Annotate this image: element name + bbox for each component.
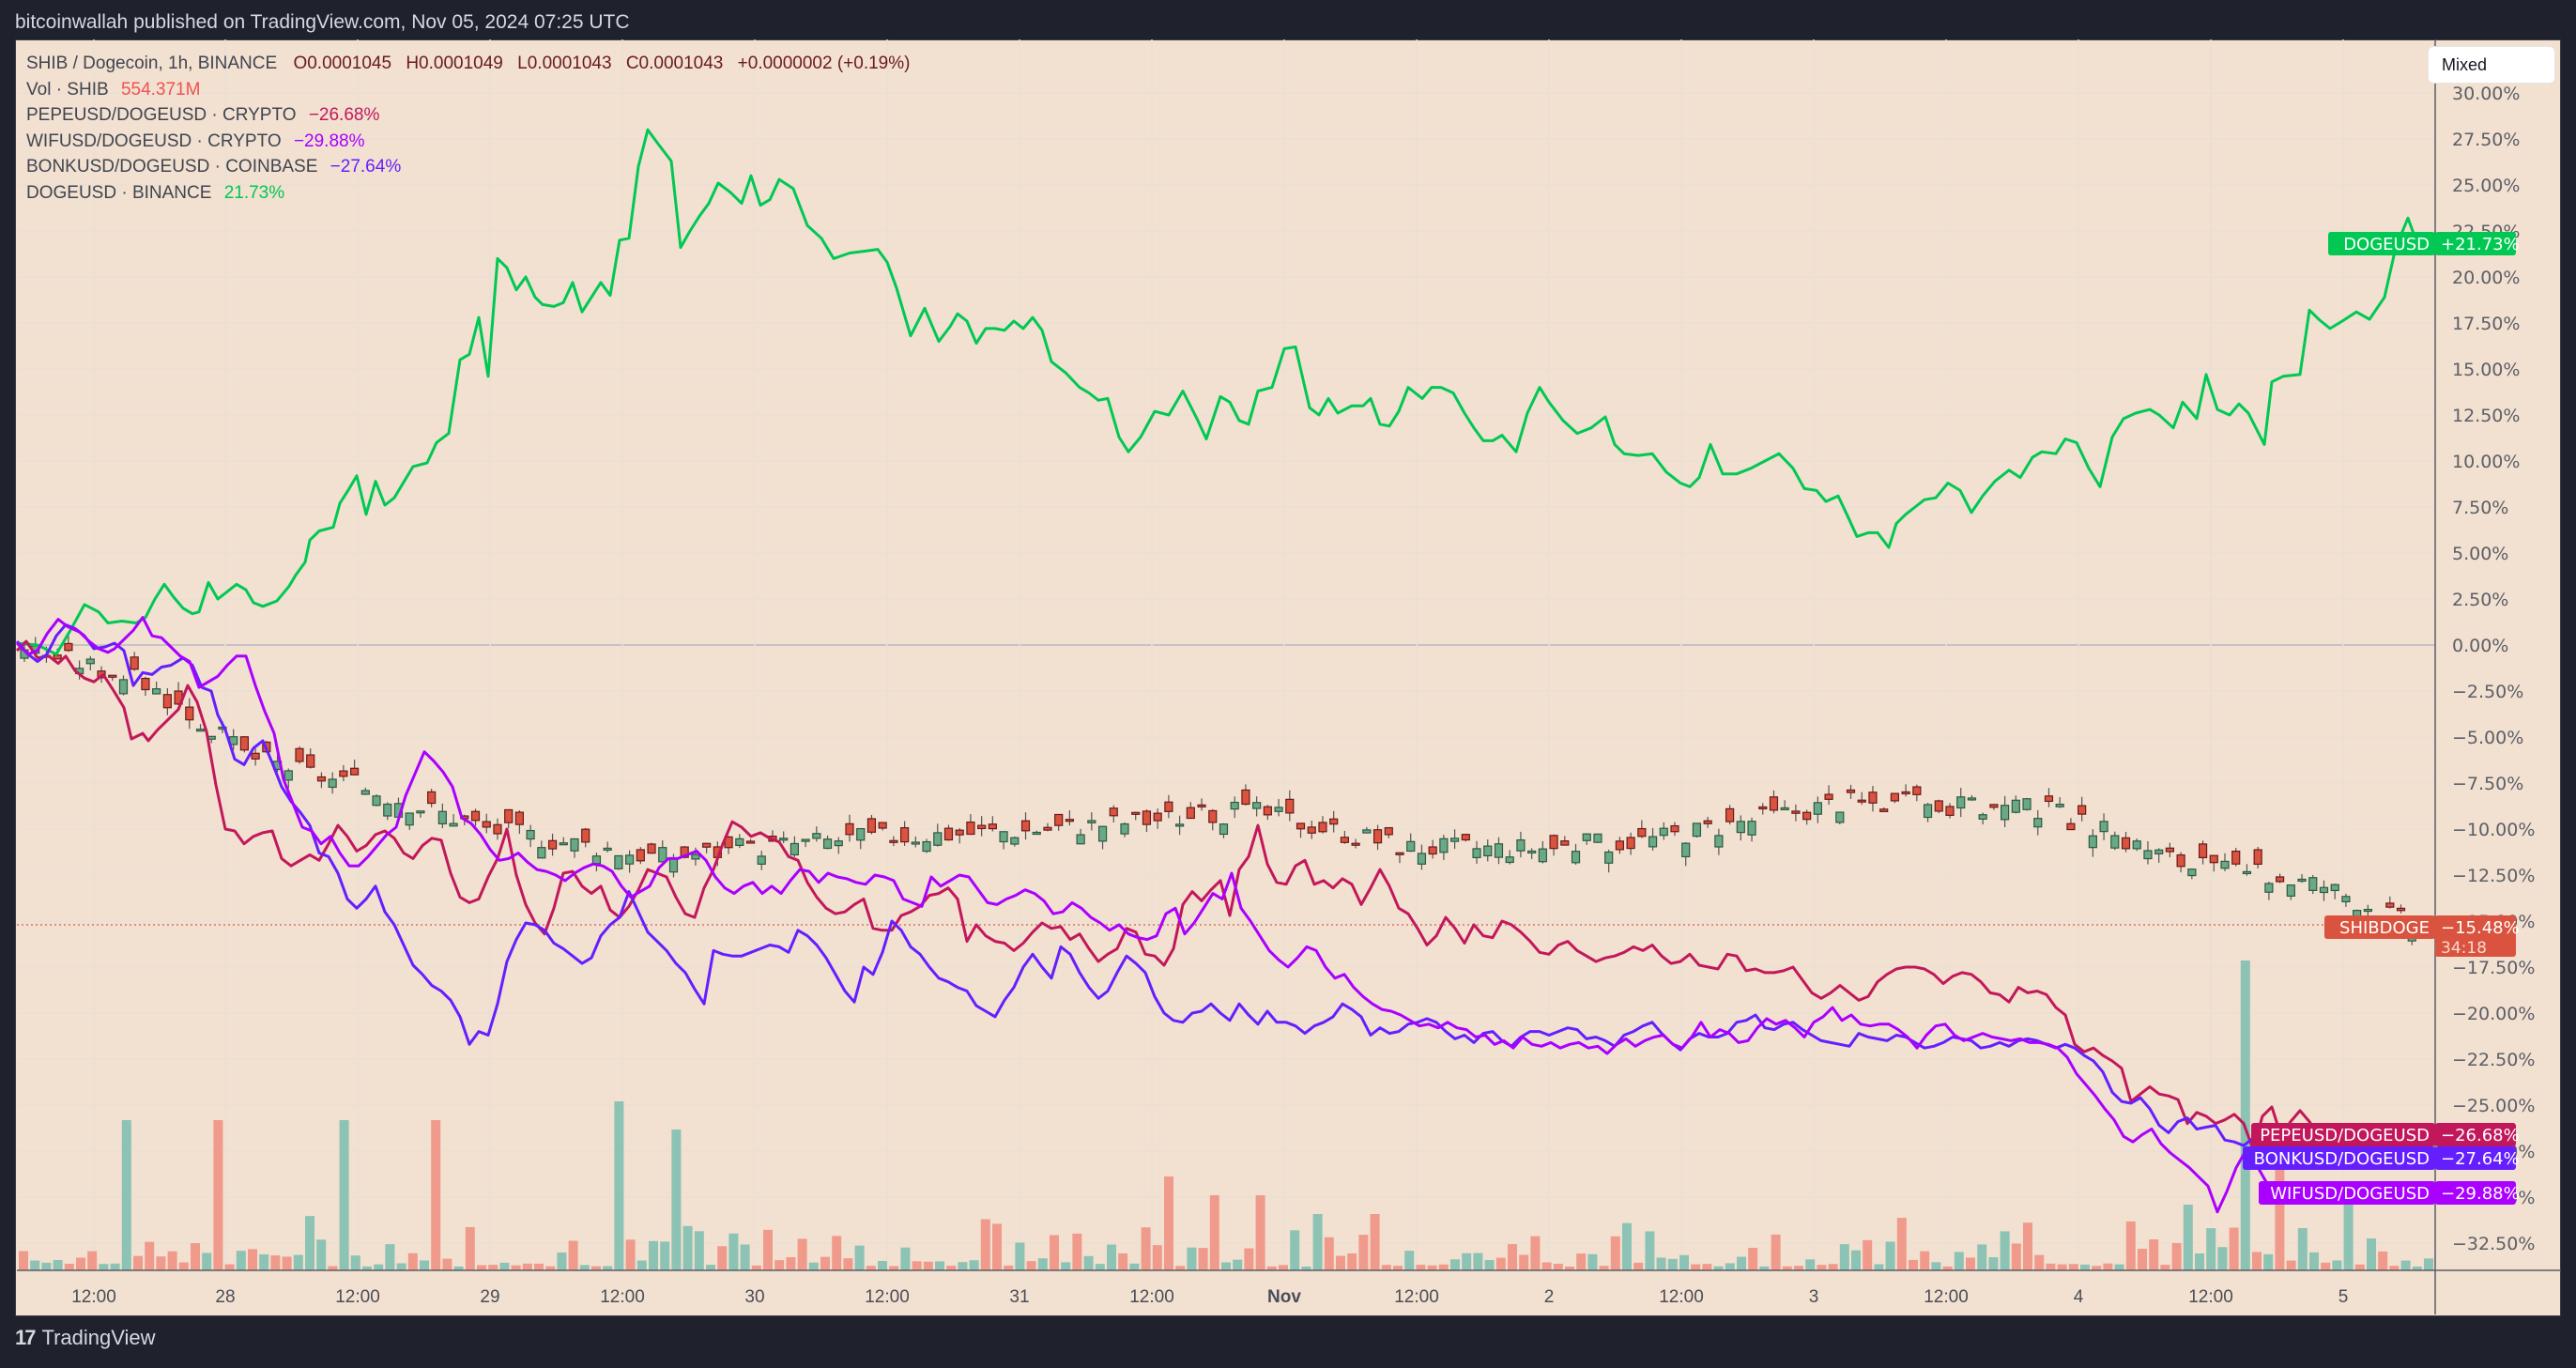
x-tick-label: 12:00	[1394, 1287, 1439, 1307]
x-tick-label: 5	[2338, 1287, 2349, 1307]
x-tick-label: 2	[1544, 1287, 1555, 1307]
legend-high: H0.0001049	[406, 54, 503, 73]
x-tick-label: 12:00	[1129, 1287, 1174, 1307]
legend-main-row[interactable]: SHIB / Dogecoin, 1h, BINANCE O0.0001045 …	[26, 51, 910, 77]
price-label-name: SHIBDOGE	[2339, 918, 2430, 938]
x-tick-label: Nov	[1267, 1287, 1301, 1307]
legend-series-value: −26.68%	[308, 105, 380, 125]
x-tick-label: 4	[2074, 1287, 2084, 1307]
price-label-name: WIFUSD/DOGEUSD	[2270, 1184, 2430, 1204]
legend-symbol: SHIB / Dogecoin, 1h, BINANCE	[26, 54, 278, 73]
volume-histogram	[19, 961, 2433, 1270]
legend: SHIB / Dogecoin, 1h, BINANCE O0.0001045 …	[26, 51, 910, 206]
published-text: bitcoinwallah published on TradingView.c…	[15, 11, 630, 33]
price-label-value: −29.88%	[2441, 1184, 2520, 1204]
y-tick-label: 17.50%	[2452, 314, 2520, 334]
x-tick-label: 31	[1009, 1287, 1029, 1307]
legend-low: L0.0001043	[517, 54, 612, 73]
legend-series-label: DOGEUSD · BINANCE	[26, 182, 212, 203]
legend-series-value: 21.73%	[223, 182, 285, 203]
y-tick-label: 25.00%	[2452, 176, 2520, 196]
y-tick-label: −17.50%	[2452, 958, 2535, 978]
x-tick-label: 28	[215, 1287, 235, 1307]
tradingview-logo-icon: 17	[15, 1326, 37, 1349]
x-tick-label: 12:00	[1659, 1287, 1704, 1307]
x-tick-label: 12:00	[1924, 1287, 1969, 1307]
publish-header: bitcoinwallah published on TradingView.c…	[0, 0, 2576, 41]
brand-name: TradingView	[41, 1326, 156, 1349]
x-tick-label: 12:00	[335, 1287, 380, 1307]
price-label-value: −15.48%	[2441, 918, 2520, 938]
price-label-value: +21.73%	[2441, 235, 2520, 254]
legend-volume-row[interactable]: Vol · SHIB 554.371M	[26, 77, 910, 103]
footer-branding: 17 TradingView	[15, 1326, 156, 1350]
x-tick-label: 12:00	[600, 1287, 645, 1307]
y-tick-label: 7.50%	[2452, 498, 2508, 518]
legend-series-value: −29.88%	[293, 131, 365, 151]
series-line[interactable]	[15, 639, 2321, 1151]
x-tick-label: 12:00	[865, 1287, 910, 1307]
y-tick-label: 15.00%	[2452, 360, 2520, 380]
y-tick-label: 30.00%	[2452, 84, 2520, 104]
legend-series-label: BONKUSD/DOGEUSD · COINBASE	[26, 157, 318, 177]
chart-frame	[15, 39, 2561, 1316]
price-label-value: −27.64%	[2441, 1149, 2520, 1169]
series-line[interactable]	[16, 128, 2419, 656]
bar-countdown: 34:18	[2441, 939, 2487, 958]
legend-series-pepe[interactable]: PEPEUSD/DOGEUSD · CRYPTO −26.68%	[26, 102, 910, 129]
price-axis[interactable]: 30.00%27.50%25.00%22.50%20.00%17.50%15.0…	[2452, 84, 2535, 1254]
x-tick-label: 12:00	[2188, 1287, 2233, 1307]
legend-series-label: WIFUSD/DOGEUSD · CRYPTO	[26, 131, 282, 151]
y-tick-label: −10.00%	[2452, 820, 2535, 840]
legend-volume-value: 554.371M	[120, 79, 201, 100]
chart-canvas[interactable]: 30.00%27.50%25.00%22.50%20.00%17.50%15.0…	[15, 39, 2561, 1316]
shibdoge-candles	[20, 635, 2416, 945]
y-tick-label: 27.50%	[2452, 130, 2520, 150]
y-tick-label: −22.50%	[2452, 1050, 2535, 1070]
grid-lines	[17, 39, 2435, 1270]
y-tick-label: 20.00%	[2452, 268, 2520, 288]
price-label-name: DOGEUSD	[2343, 235, 2430, 254]
legend-series-value: −27.64%	[330, 157, 402, 177]
time-axis[interactable]: 12:00 28 12:00 29 12:00 30 12:00 31 12:00 Nov 12:0…	[71, 1287, 2348, 1307]
legend-open: O0.0001045	[293, 54, 392, 73]
y-tick-label: −7.50%	[2452, 774, 2523, 794]
series-line[interactable]	[15, 616, 2312, 1214]
legend-change: +0.0000002 (+0.19%)	[737, 54, 911, 73]
y-tick-label: 0.00%	[2452, 636, 2508, 656]
y-tick-label: −5.00%	[2452, 728, 2523, 748]
price-labels: DOGEUSD +21.73% SHIBDOGE −15.48%34:18 PEPEUS…	[2243, 232, 2520, 1205]
x-tick-label: 12:00	[71, 1287, 116, 1307]
series-line[interactable]	[15, 623, 2338, 1155]
legend-volume-label: Vol · SHIB	[26, 79, 109, 100]
legend-series-doge[interactable]: DOGEUSD · BINANCE 21.73%	[26, 180, 910, 207]
y-tick-label: 12.50%	[2452, 406, 2520, 426]
comparison-lines	[15, 128, 2419, 1214]
y-tick-label: 5.00%	[2452, 544, 2508, 564]
scale-mode-button[interactable]: Mixed	[2428, 46, 2555, 84]
y-tick-label: −2.50%	[2452, 682, 2523, 702]
legend-series-label: PEPEUSD/DOGEUSD · CRYPTO	[26, 105, 297, 125]
x-tick-label: 30	[744, 1287, 764, 1307]
y-tick-label: 2.50%	[2452, 590, 2508, 610]
legend-series-wif[interactable]: WIFUSD/DOGEUSD · CRYPTO −29.88%	[26, 129, 910, 155]
price-label-name: BONKUSD/DOGEUSD	[2254, 1149, 2430, 1169]
price-label-value: −26.68%	[2441, 1126, 2520, 1145]
y-tick-label: −25.00%	[2452, 1096, 2535, 1116]
legend-series-bonk[interactable]: BONKUSD/DOGEUSD · COINBASE −27.64%	[26, 154, 910, 180]
y-tick-label: −20.00%	[2452, 1004, 2535, 1024]
y-tick-label: 10.00%	[2452, 452, 2520, 472]
x-tick-label: 29	[480, 1287, 499, 1307]
y-tick-label: −12.50%	[2452, 866, 2535, 886]
price-label-name: PEPEUSD/DOGEUSD	[2260, 1126, 2430, 1145]
y-tick-label: −32.50%	[2452, 1234, 2535, 1254]
x-tick-label: 3	[1809, 1287, 1819, 1307]
legend-close: C0.0001043	[625, 54, 724, 73]
